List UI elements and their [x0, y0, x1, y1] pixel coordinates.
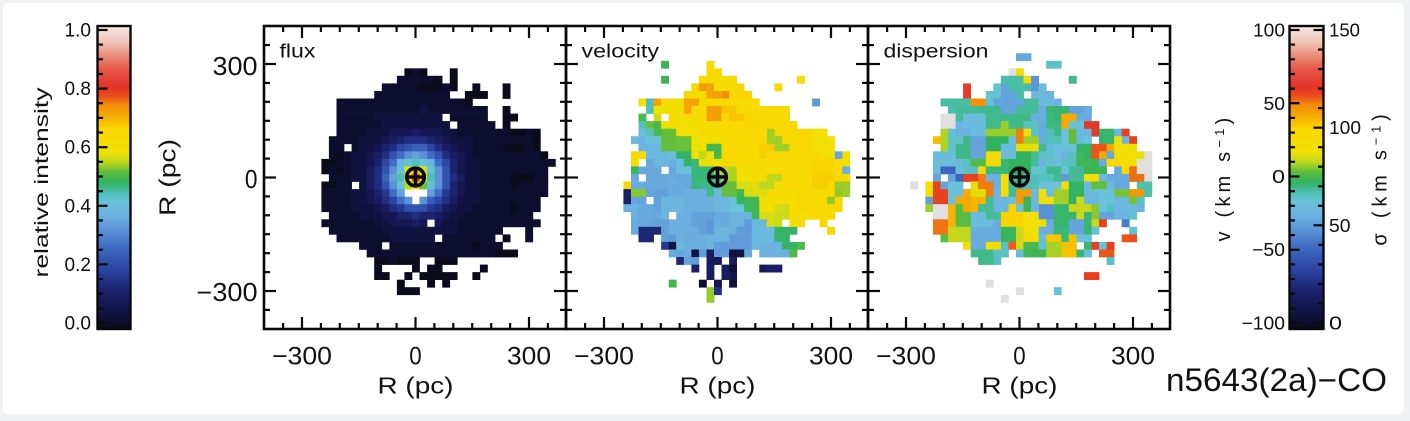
svg-text:relative intensity: relative intensity [32, 87, 53, 278]
svg-text:−50: −50 [1252, 239, 1285, 260]
svg-text:150: 150 [1329, 20, 1360, 41]
svg-text:0.0: 0.0 [65, 314, 92, 335]
svg-text:0: 0 [1272, 166, 1285, 187]
svg-text:50: 50 [1264, 93, 1286, 114]
svg-text:−300: −300 [197, 279, 258, 307]
svg-text:300: 300 [507, 343, 551, 371]
svg-text:R (pc): R (pc) [155, 139, 181, 216]
svg-text:300: 300 [809, 343, 853, 371]
svg-text:flux: flux [280, 41, 316, 63]
svg-text:0: 0 [245, 166, 258, 194]
svg-text:−300: −300 [272, 343, 332, 371]
svg-text:0.6: 0.6 [65, 138, 92, 159]
svg-text:300: 300 [1111, 343, 1155, 371]
svg-text:0.8: 0.8 [65, 79, 92, 100]
svg-text:−100: −100 [1242, 313, 1286, 334]
svg-text:R (pc): R (pc) [680, 373, 756, 399]
svg-text:dispersion: dispersion [884, 41, 989, 63]
svg-text:0.4: 0.4 [65, 196, 92, 217]
svg-text:−300: −300 [574, 343, 634, 371]
svg-text:R (pc): R (pc) [378, 373, 454, 399]
svg-text:100: 100 [1253, 20, 1285, 41]
svg-text:velocity: velocity [582, 41, 660, 63]
svg-text:n5643(2a)−CO: n5643(2a)−CO [1166, 362, 1387, 398]
svg-text:1.0: 1.0 [65, 21, 92, 42]
svg-text:R (pc): R (pc) [982, 373, 1058, 399]
svg-text:0: 0 [409, 343, 421, 371]
svg-text:0: 0 [1329, 313, 1342, 334]
svg-text:300: 300 [213, 53, 258, 81]
svg-text:50: 50 [1329, 215, 1351, 236]
svg-text:−300: −300 [876, 343, 936, 371]
svg-text:0: 0 [1013, 343, 1025, 371]
svg-text:100: 100 [1329, 117, 1361, 138]
svg-text:0.2: 0.2 [65, 255, 92, 276]
svg-text:0: 0 [711, 343, 723, 371]
